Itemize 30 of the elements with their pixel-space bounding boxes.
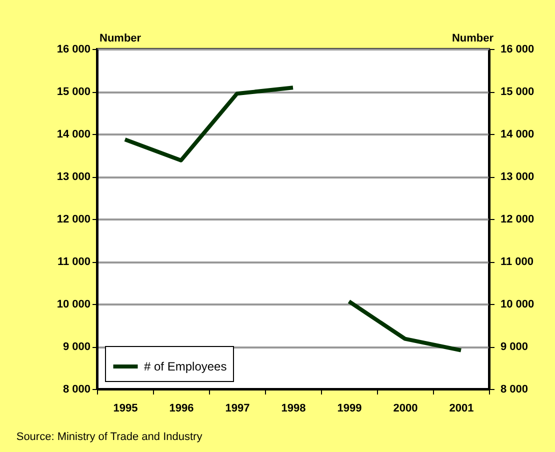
y2-tick-label: 12 000 bbox=[500, 214, 534, 226]
y2-tick-label: 9 000 bbox=[500, 341, 528, 353]
y-tick-label: 9 000 bbox=[62, 341, 90, 353]
y2-tick-label: 14 000 bbox=[500, 128, 534, 140]
x-tick-label: 2000 bbox=[393, 402, 418, 414]
y2-tick-label: 13 000 bbox=[500, 171, 534, 183]
y-tick-label: 10 000 bbox=[56, 298, 90, 310]
source-note: Source: Ministry of Trade and Industry bbox=[16, 431, 203, 443]
y-tick-label: 12 000 bbox=[56, 214, 90, 226]
y2-tick-label: 10 000 bbox=[500, 298, 534, 310]
y-axis-title: Number bbox=[100, 32, 142, 44]
y2-tick-label: 15 000 bbox=[500, 86, 534, 98]
x-tick-label: 1997 bbox=[225, 402, 250, 414]
y-tick-label: 15 000 bbox=[56, 86, 90, 98]
x-tick-label: 1995 bbox=[113, 402, 138, 414]
x-tick-label: 2001 bbox=[449, 402, 474, 414]
y-tick-label: 14 000 bbox=[56, 128, 90, 140]
y2-tick-label: 16 000 bbox=[500, 44, 534, 56]
legend-label: # of Employees bbox=[144, 360, 227, 374]
x-tick-label: 1998 bbox=[281, 402, 306, 414]
x-tick-label: 1996 bbox=[169, 402, 194, 414]
y-tick-label: 11 000 bbox=[57, 256, 90, 268]
y2-tick-label: 11 000 bbox=[500, 256, 534, 268]
y2-tick-label: 8 000 bbox=[500, 384, 528, 396]
line-series bbox=[123, 86, 295, 162]
x-tick-label: 1999 bbox=[337, 402, 362, 414]
y-tick-label: 13 000 bbox=[56, 171, 90, 183]
y-tick-label: 8 000 bbox=[62, 384, 90, 396]
y-tick-label: 16 000 bbox=[56, 44, 90, 56]
y2-axis-title: Number bbox=[452, 32, 494, 44]
